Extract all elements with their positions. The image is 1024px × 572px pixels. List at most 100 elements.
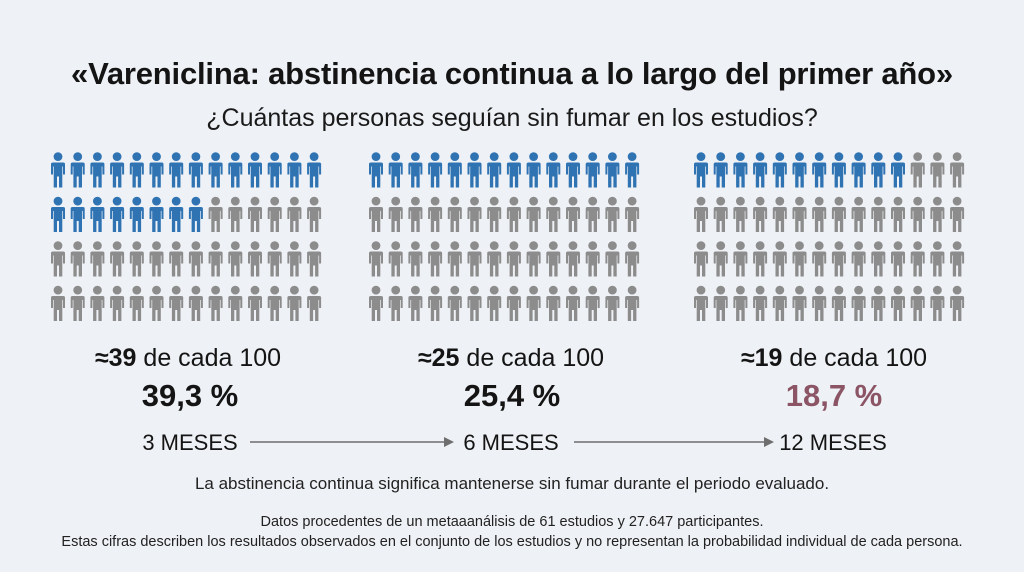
person-icon-empty [930,241,945,277]
person-icon-empty [930,196,945,232]
arrow-head-icon [444,437,454,447]
person-icon-filled [110,196,125,232]
person-icon-filled [792,152,807,188]
person-icon-empty [467,196,482,232]
arrow-3-to-6 [250,437,454,447]
person-icon-empty [625,241,640,277]
person-icon-empty [208,196,223,232]
person-icon-filled [129,152,144,188]
person-icon-empty [772,285,787,321]
person-icon-empty [733,241,748,277]
count-suffix: de cada 100 [136,344,282,372]
person-icon-empty [447,196,462,232]
person-icon-empty [447,241,462,277]
person-icon-empty [287,196,302,232]
person-icon-empty [267,285,282,321]
person-icon-filled [733,152,748,188]
person-icon-empty [267,196,282,232]
source-line-2: Estas cifras describen los resultados ob… [61,534,963,550]
count-approx: ≈25 [417,344,460,372]
person-icon-empty [51,241,65,277]
person-icon-empty [467,241,482,277]
person-icon-filled [408,152,423,188]
person-icon-empty [388,196,403,232]
person-icon-filled [287,152,302,188]
person-icon-empty [871,241,886,277]
person-icon-empty [694,241,708,277]
percent-12-meses: 18,7 % [785,378,883,413]
person-icon-filled [51,196,65,232]
person-icon-empty [188,241,203,277]
person-icon-empty [149,241,164,277]
person-icon-filled [694,152,708,188]
person-icon-empty [831,285,846,321]
period-6-meses: 6 MESES [463,430,559,455]
person-icon-empty [110,241,125,277]
person-icon-empty [930,152,945,188]
person-icon-empty [930,285,945,321]
person-icon-empty [733,196,748,232]
person-icon-empty [812,241,827,277]
person-icon-empty [129,241,144,277]
person-icon-empty [772,241,787,277]
person-icon-empty [267,241,282,277]
person-icon-filled [812,152,827,188]
person-icon-empty [90,241,105,277]
person-icon-empty [566,241,580,277]
person-icon-filled [188,196,203,232]
person-icon-empty [753,196,768,232]
person-icon-empty [307,241,322,277]
person-icon-empty [228,285,243,321]
person-icon-empty [713,196,728,232]
person-icon-empty [733,285,748,321]
person-icon-filled [388,152,403,188]
person-icon-empty [910,285,925,321]
person-icon-empty [526,196,541,232]
person-icon-filled [188,152,203,188]
person-icon-empty [70,241,85,277]
person-icon-filled [585,152,600,188]
person-icon-filled [208,152,223,188]
percent-3-meses: 39,3 % [141,378,239,413]
person-icon-empty [369,196,383,232]
person-icon-filled [526,152,541,188]
person-icon-empty [110,285,125,321]
person-icon-empty [871,196,886,232]
person-icon-empty [408,241,423,277]
person-icon-filled [566,152,580,188]
pictogram-12-meses [694,152,965,321]
percent-6-meses: 25,4 % [463,378,561,413]
person-icon-empty [487,285,502,321]
person-icon-empty [713,285,728,321]
person-icon-filled [713,152,728,188]
person-icon-empty [447,285,462,321]
person-icon-filled [228,152,243,188]
person-icon-filled [70,152,85,188]
person-icon-empty [625,196,640,232]
person-icon-empty [70,285,85,321]
person-icon-empty [90,285,105,321]
person-icon-empty [307,285,322,321]
arrow-6-to-12 [574,437,774,447]
person-icon-empty [369,241,383,277]
person-icon-empty [169,285,184,321]
person-icon-empty [546,196,561,232]
person-icon-filled [70,196,85,232]
person-icon-empty [851,196,866,232]
count-suffix: de cada 100 [782,344,928,372]
period-3-meses: 3 MESES [142,430,238,455]
person-icon-empty [287,285,302,321]
person-icon-empty [169,241,184,277]
person-icon-filled [129,196,144,232]
person-icon-empty [487,196,502,232]
count-suffix: de cada 100 [459,344,605,372]
person-icon-empty [585,196,600,232]
person-icon-empty [506,196,521,232]
person-icon-filled [447,152,462,188]
person-icon-empty [585,241,600,277]
person-icon-empty [487,241,502,277]
person-icon-filled [753,152,768,188]
person-icon-empty [208,241,223,277]
person-icon-empty [566,285,580,321]
person-icon-empty [188,285,203,321]
